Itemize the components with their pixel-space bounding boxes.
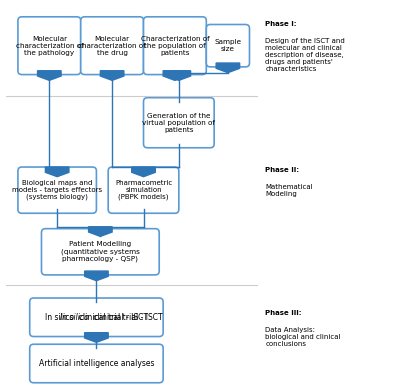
FancyBboxPatch shape	[42, 229, 159, 275]
Text: Sample
size: Sample size	[214, 39, 242, 52]
Polygon shape	[216, 63, 240, 73]
Polygon shape	[85, 271, 108, 281]
FancyBboxPatch shape	[18, 167, 96, 213]
FancyBboxPatch shape	[144, 98, 214, 148]
Polygon shape	[85, 333, 108, 342]
Text: clinical trial - ISCT: clinical trial - ISCT	[90, 313, 162, 322]
Text: Phase III:: Phase III:	[265, 310, 302, 315]
Polygon shape	[167, 71, 191, 80]
FancyBboxPatch shape	[108, 167, 179, 213]
Text: Biological maps and
models - targets effectors
(systems biology): Biological maps and models - targets eff…	[12, 180, 102, 200]
Polygon shape	[163, 71, 187, 80]
Text: Mathematical
Modeling: Mathematical Modeling	[265, 184, 313, 197]
Text: Data Analysis:
biological and clinical
conclusions: Data Analysis: biological and clinical c…	[265, 327, 341, 347]
FancyBboxPatch shape	[18, 17, 81, 74]
Text: Phase I:: Phase I:	[265, 21, 297, 27]
Text: Artificial intelligence analyses: Artificial intelligence analyses	[39, 359, 154, 368]
Polygon shape	[38, 71, 61, 80]
Text: Pharmacometric
simulation
(PBPK models): Pharmacometric simulation (PBPK models)	[115, 180, 172, 200]
Text: Phase II:: Phase II:	[265, 167, 299, 173]
Polygon shape	[45, 167, 69, 177]
Polygon shape	[100, 71, 124, 80]
FancyBboxPatch shape	[30, 344, 163, 383]
FancyBboxPatch shape	[144, 17, 206, 74]
Text: Design of the ISCT and
molecular and clinical
description of disease,
drugs and : Design of the ISCT and molecular and cli…	[265, 38, 345, 72]
Text: In silico  clinical trial - ISCT: In silico clinical trial - ISCT	[45, 313, 148, 322]
Text: Molecular
characterization of
the pathology: Molecular characterization of the pathol…	[16, 36, 83, 56]
Polygon shape	[88, 227, 112, 236]
Text: In silico: In silico	[60, 313, 88, 322]
Text: Characterization of
the population of
patients: Characterization of the population of pa…	[140, 36, 209, 56]
Polygon shape	[132, 167, 155, 177]
Text: Patient Modelling
(quantitative systems
pharmacology - QSP): Patient Modelling (quantitative systems …	[61, 241, 140, 262]
Text: Generation of the
virtual population of
patients: Generation of the virtual population of …	[142, 113, 215, 133]
FancyBboxPatch shape	[30, 298, 163, 336]
FancyBboxPatch shape	[81, 17, 144, 74]
FancyBboxPatch shape	[206, 24, 250, 67]
Text: Molecular
characterization of
the drug: Molecular characterization of the drug	[78, 36, 146, 56]
